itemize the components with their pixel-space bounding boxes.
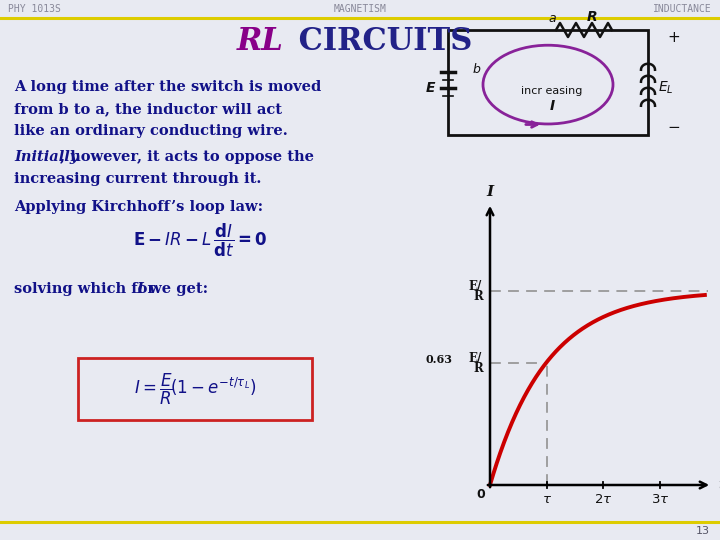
Text: 13: 13	[696, 526, 710, 536]
Text: $3\tau$: $3\tau$	[651, 493, 670, 506]
Text: , however, it acts to oppose the: , however, it acts to oppose the	[60, 150, 314, 164]
Text: 0.63: 0.63	[425, 354, 452, 365]
Text: like an ordinary conducting wire.: like an ordinary conducting wire.	[14, 124, 288, 138]
Text: PHY 1013S: PHY 1013S	[8, 4, 61, 14]
Text: 0: 0	[477, 488, 485, 501]
Text: $2\tau$: $2\tau$	[594, 493, 613, 506]
Text: from b to a, the inductor will act: from b to a, the inductor will act	[14, 102, 282, 116]
Text: INDUCTANCE: INDUCTANCE	[653, 4, 712, 14]
Text: Initially: Initially	[14, 150, 78, 164]
Text: CIRCUITS: CIRCUITS	[288, 26, 472, 57]
Text: I: I	[549, 99, 554, 113]
Text: I: I	[136, 282, 143, 296]
Text: incr easing: incr easing	[521, 86, 582, 96]
Text: $E_L$: $E_L$	[658, 79, 674, 96]
Text: $\mathit{I} = \dfrac{\mathit{E}}{\mathit{R}}\!\left(1 - e^{-t/\tau_L}\right)$: $\mathit{I} = \dfrac{\mathit{E}}{\mathit…	[134, 372, 256, 407]
Text: b: b	[472, 63, 480, 76]
Text: a: a	[548, 12, 556, 25]
Text: Applying Kirchhoff’s loop law:: Applying Kirchhoff’s loop law:	[14, 200, 263, 214]
Text: −: −	[667, 119, 680, 134]
Text: t: t	[718, 478, 720, 492]
Text: $\tau$: $\tau$	[541, 493, 552, 506]
Text: A long time after the switch is moved: A long time after the switch is moved	[14, 80, 321, 94]
Text: MAGNETISM: MAGNETISM	[333, 4, 387, 14]
Text: increasing current through it.: increasing current through it.	[14, 172, 261, 186]
Text: R: R	[587, 10, 598, 24]
Text: I: I	[487, 185, 494, 199]
Text: we get:: we get:	[144, 282, 208, 296]
Text: +: +	[667, 30, 680, 45]
Text: E/: E/	[469, 352, 482, 365]
Text: E/: E/	[469, 280, 482, 293]
Text: E: E	[426, 81, 435, 94]
Text: RL: RL	[237, 26, 284, 57]
Text: solving which for: solving which for	[14, 282, 161, 296]
Text: R: R	[473, 362, 483, 375]
Text: $\mathbf{E - \mathit{IR} - \mathit{L}\,\dfrac{d\mathit{I}}{d\mathit{t}} = 0}$: $\mathbf{E - \mathit{IR} - \mathit{L}\,\…	[133, 221, 267, 259]
FancyBboxPatch shape	[78, 358, 312, 420]
Bar	[448, 30, 648, 135]
Text: R: R	[473, 290, 483, 303]
